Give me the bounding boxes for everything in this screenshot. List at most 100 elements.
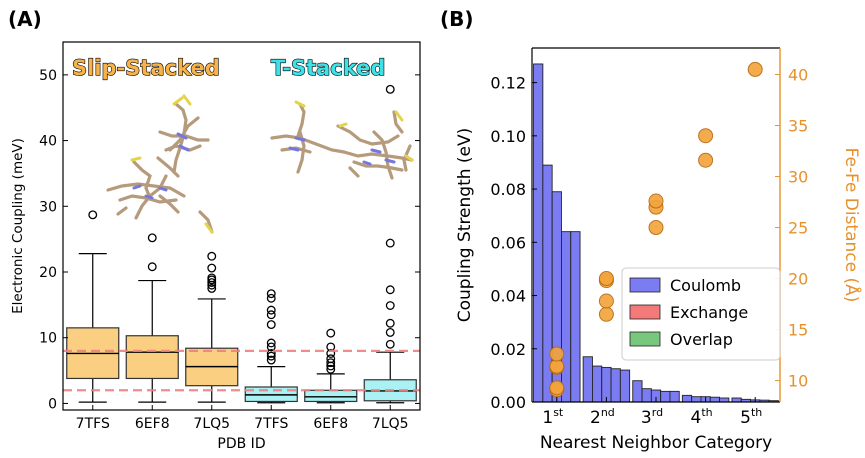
bar-coulomb <box>601 366 612 403</box>
box-iqr <box>125 335 179 380</box>
outlier-point <box>266 355 276 365</box>
legend-swatch-overlap <box>629 331 661 347</box>
outlier-point <box>266 351 276 361</box>
secondary-y-tick-label: 35 <box>788 117 808 136</box>
bar-coulomb <box>619 369 631 403</box>
fe-fe-distance-point <box>598 271 614 287</box>
outlier-point <box>385 301 395 310</box>
bar-coulomb <box>561 231 572 403</box>
box-t-stacked-7tfs <box>244 289 298 404</box>
panel-a-frame <box>62 41 421 411</box>
outlier-point <box>207 283 217 293</box>
bar-coulomb <box>691 396 702 403</box>
secondary-y-tick-label: 10 <box>788 372 808 391</box>
bar-coulomb <box>570 231 581 403</box>
fe-fe-distance-point <box>598 306 614 322</box>
group-label-slip-stacked: Slip-Stacked <box>72 56 220 80</box>
y-tick-label: 0.04 <box>490 287 526 306</box>
bar-coulomb <box>632 380 643 403</box>
fe-fe-distance-point <box>549 380 565 396</box>
panel-a-boxplot: Slip-Stacked T-Stacked <box>10 41 421 452</box>
outlier-point <box>147 262 157 272</box>
box-t-stacked-7lq5 <box>363 84 417 404</box>
y-tick-label: 50 <box>39 68 57 84</box>
box-t-stacked-6ef8 <box>304 328 358 404</box>
outlier-point <box>266 320 276 330</box>
y-tick-label: 0.00 <box>490 393 526 412</box>
outlier-point <box>207 278 217 287</box>
fe-fe-distance-point <box>747 61 763 77</box>
legend-swatch-exchange <box>629 304 661 320</box>
y-tick-label: 0.12 <box>490 74 526 93</box>
box-iqr <box>304 389 358 403</box>
t-stacked-molecule-illustration <box>270 100 414 180</box>
secondary-y-tick-label: 25 <box>788 219 808 238</box>
outlier-point <box>266 310 276 320</box>
y-tick-label: 0.02 <box>490 340 526 359</box>
fe-fe-distance-point <box>648 220 664 236</box>
outlier-point <box>266 349 276 358</box>
x-tick-label: 7TFS <box>76 416 110 432</box>
legend-label-exchange: Exchange <box>670 303 748 322</box>
legend-label-coulomb: Coulomb <box>670 276 741 295</box>
outlier-point <box>385 339 395 349</box>
group-label-t-stacked: T-Stacked <box>271 56 385 80</box>
y-tick-label: 0.06 <box>490 233 526 252</box>
fe-fe-distance-point <box>698 128 714 144</box>
slip-stacked-molecule-illustration <box>106 94 214 234</box>
panel-b-barchart: 0.00 0.02 0.04 0.06 0.08 0.10 0.12 10 15 20 25 30 35… <box>455 47 863 453</box>
legend: Coulomb Exchange Overlap <box>621 267 781 361</box>
bar-coulomb <box>660 390 671 403</box>
x-axis-label: Nearest Neighbor Category <box>540 433 772 453</box>
bar-coulomb <box>681 394 693 403</box>
secondary-y-tick-label: 20 <box>788 270 808 289</box>
outlier-point <box>266 342 276 352</box>
outlier-point <box>207 273 217 283</box>
outlier-point <box>326 349 336 358</box>
x-tick-label: 3rd <box>641 406 663 428</box>
y-tick-label: 0 <box>48 396 57 412</box>
fe-fe-distance-point <box>549 346 565 362</box>
outlier-point <box>326 364 336 374</box>
secondary-y-tick-label: 15 <box>788 321 808 340</box>
fe-fe-distance-point <box>698 152 714 168</box>
bar-coulomb <box>669 390 680 403</box>
x-tick-label: 1st <box>542 406 564 428</box>
x-tick-label: 2nd <box>590 406 615 428</box>
secondary-y-tick-label: 30 <box>788 168 808 187</box>
outlier-point <box>385 285 395 295</box>
outlier-point <box>385 84 395 94</box>
outlier-point <box>266 289 276 299</box>
y-tick-label: 40 <box>39 134 57 150</box>
y-tick-label: 20 <box>39 265 57 281</box>
box-slip-stacked-7lq5 <box>185 251 239 403</box>
outlier-point <box>266 338 276 348</box>
outlier-point <box>266 293 276 303</box>
y-axis-label: Electronic Coupling (meV) <box>10 138 26 314</box>
y-tick-label: 10 <box>39 331 57 347</box>
outlier-point <box>385 238 395 248</box>
legend-label-overlap: Overlap <box>670 330 733 349</box>
bar-coulomb <box>610 368 621 403</box>
panel-a-letter: (A) <box>8 7 42 31</box>
y-axis-label: Coupling Strength (eV) <box>455 128 475 323</box>
x-tick-label: 4th <box>691 406 713 428</box>
outlier-point <box>207 263 217 273</box>
x-tick-label: 7LQ5 <box>193 416 230 432</box>
x-tick-label: 7TFS <box>254 416 288 432</box>
secondary-y-axis-label: Fe-Fe Distance (Å) <box>841 148 863 303</box>
outlier-point <box>207 251 217 261</box>
box-slip-stacked-7tfs <box>66 210 120 403</box>
x-tick-label: 5th <box>740 406 762 428</box>
bar-coulomb <box>641 388 652 403</box>
panel-b-letter: (B) <box>440 7 474 31</box>
box-slip-stacked-6ef8 <box>125 233 179 403</box>
outlier-point <box>326 354 336 364</box>
x-tick-label: 6EF8 <box>313 416 348 432</box>
y-tick-label: 0.10 <box>490 127 526 146</box>
outlier-point <box>266 305 276 315</box>
y-tick-label: 30 <box>39 199 57 215</box>
secondary-y-tick-label: 40 <box>788 66 808 85</box>
fe-fe-distance-point <box>648 193 664 209</box>
